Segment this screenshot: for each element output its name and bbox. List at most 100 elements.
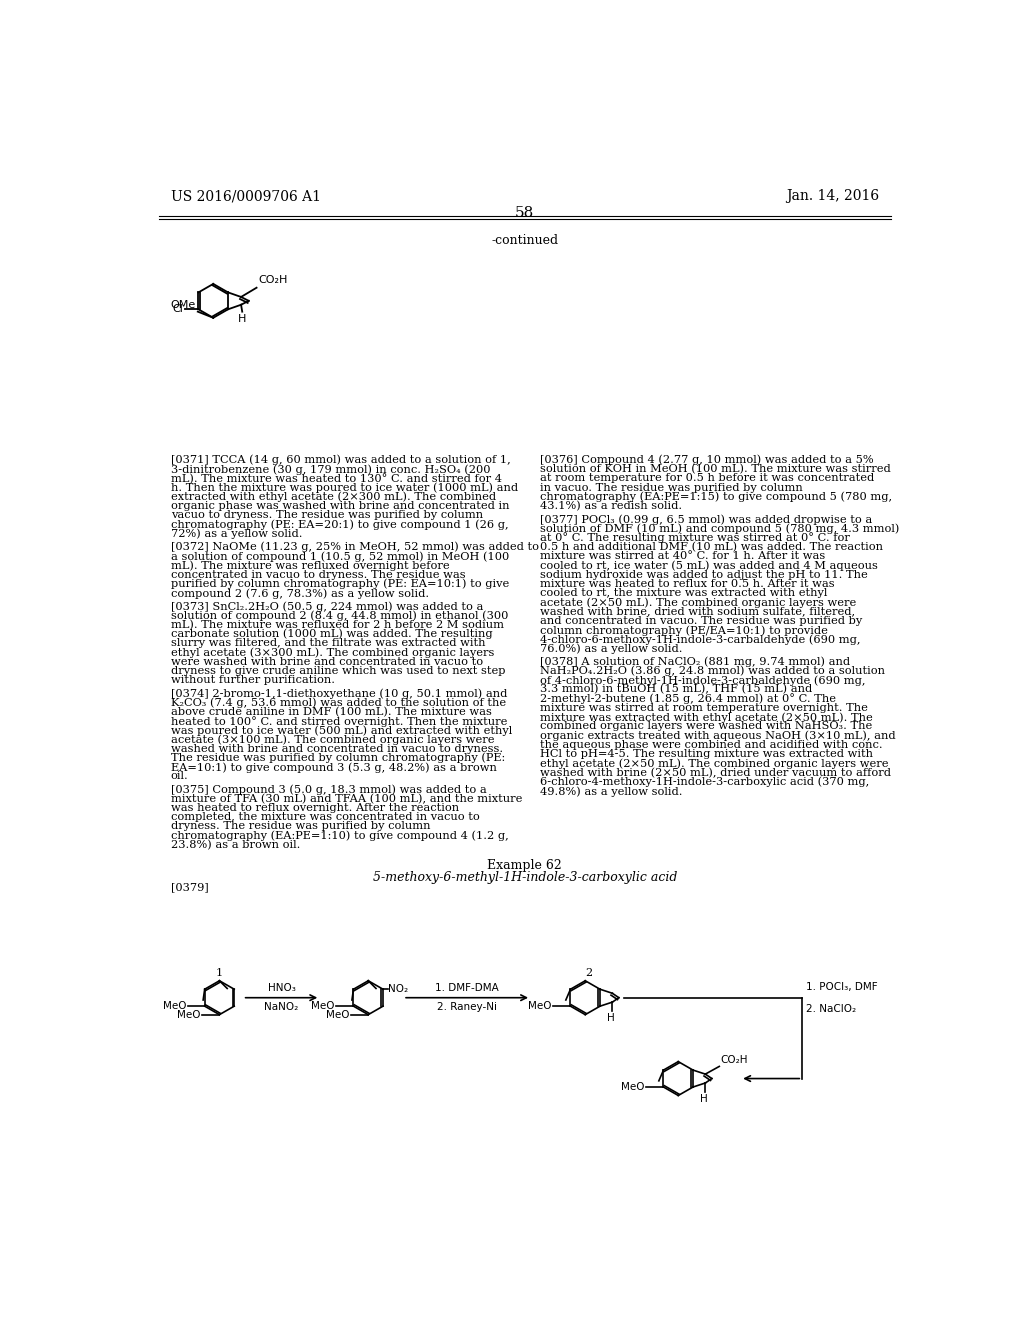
Text: column chromatography (PE/EA=10:1) to provide: column chromatography (PE/EA=10:1) to pr… — [541, 626, 828, 636]
Text: washed with brine and concentrated in vacuo to dryness.: washed with brine and concentrated in va… — [171, 743, 503, 754]
Text: without further purification.: without further purification. — [171, 675, 335, 685]
Text: mixture was extracted with ethyl acetate (2×50 mL). The: mixture was extracted with ethyl acetate… — [541, 711, 873, 722]
Text: H: H — [700, 1094, 708, 1104]
Text: -continued: -continued — [492, 234, 558, 247]
Text: washed with brine (2×50 mL), dried under vacuum to afford: washed with brine (2×50 mL), dried under… — [541, 767, 891, 777]
Text: washed with brine, dried with sodium sulfate, filtered,: washed with brine, dried with sodium sul… — [541, 607, 855, 616]
Text: mL). The mixture was refluxed for 2 h before 2 M sodium: mL). The mixture was refluxed for 2 h be… — [171, 619, 504, 630]
Text: a solution of compound 1 (10.5 g, 52 mmol) in MeOH (100: a solution of compound 1 (10.5 g, 52 mmo… — [171, 552, 509, 562]
Text: MeO: MeO — [327, 1010, 349, 1019]
Text: was heated to reflux overnight. After the reaction: was heated to reflux overnight. After th… — [171, 803, 459, 813]
Text: acetate (3×100 mL). The combined organic layers were: acetate (3×100 mL). The combined organic… — [171, 734, 495, 744]
Text: [0372] NaOMe (11.23 g, 25% in MeOH, 52 mmol) was added to: [0372] NaOMe (11.23 g, 25% in MeOH, 52 m… — [171, 543, 539, 553]
Text: heated to 100° C. and stirred overnight. Then the mixture: heated to 100° C. and stirred overnight.… — [171, 715, 507, 727]
Text: solution of DMF (10 mL) and compound 5 (780 mg, 4.3 mmol): solution of DMF (10 mL) and compound 5 (… — [541, 524, 900, 535]
Text: 1: 1 — [216, 969, 223, 978]
Text: h. Then the mixture was poured to ice water (1000 mL) and: h. Then the mixture was poured to ice wa… — [171, 483, 518, 494]
Text: Jan. 14, 2016: Jan. 14, 2016 — [785, 189, 879, 203]
Text: The residue was purified by column chromatography (PE:: The residue was purified by column chrom… — [171, 752, 505, 763]
Text: ethyl acetate (3×300 mL). The combined organic layers: ethyl acetate (3×300 mL). The combined o… — [171, 647, 494, 657]
Text: [0371] TCCA (14 g, 60 mmol) was added to a solution of 1,: [0371] TCCA (14 g, 60 mmol) was added to… — [171, 455, 510, 466]
Text: EA=10:1) to give compound 3 (5.3 g, 48.2%) as a brown: EA=10:1) to give compound 3 (5.3 g, 48.2… — [171, 762, 497, 772]
Text: H: H — [607, 1012, 614, 1023]
Text: cooled to rt, ice water (5 mL) was added and 4 M aqueous: cooled to rt, ice water (5 mL) was added… — [541, 561, 879, 572]
Text: the aqueous phase were combined and acidified with conc.: the aqueous phase were combined and acid… — [541, 739, 883, 750]
Text: [0373] SnCl₂.2H₂O (50.5 g, 224 mmol) was added to a: [0373] SnCl₂.2H₂O (50.5 g, 224 mmol) was… — [171, 601, 483, 611]
Text: MeO: MeO — [163, 1001, 186, 1011]
Text: NO₂: NO₂ — [388, 985, 409, 994]
Text: 2. NaClO₂: 2. NaClO₂ — [806, 1003, 856, 1014]
Text: chromatography (EA:PE=1:15) to give compound 5 (780 mg,: chromatography (EA:PE=1:15) to give comp… — [541, 492, 893, 503]
Text: H: H — [238, 314, 247, 323]
Text: vacuo to dryness. The residue was purified by column: vacuo to dryness. The residue was purifi… — [171, 511, 482, 520]
Text: HNO₃: HNO₃ — [267, 983, 295, 993]
Text: dryness to give crude aniline which was used to next step: dryness to give crude aniline which was … — [171, 665, 505, 676]
Text: CO₂H: CO₂H — [258, 276, 288, 285]
Text: MeO: MeO — [528, 1001, 552, 1011]
Text: 58: 58 — [515, 206, 535, 220]
Text: OMe: OMe — [170, 300, 196, 310]
Text: 2-methyl-2-butene (1.85 g, 26.4 mmol) at 0° C. The: 2-methyl-2-butene (1.85 g, 26.4 mmol) at… — [541, 693, 837, 705]
Text: 23.8%) as a brown oil.: 23.8%) as a brown oil. — [171, 840, 300, 850]
Text: and concentrated in vacuo. The residue was purified by: and concentrated in vacuo. The residue w… — [541, 615, 862, 626]
Text: at 0° C. The resulting mixture was stirred at 0° C. for: at 0° C. The resulting mixture was stirr… — [541, 533, 850, 544]
Text: [0376] Compound 4 (2.77 g, 10 mmol) was added to a 5%: [0376] Compound 4 (2.77 g, 10 mmol) was … — [541, 455, 873, 466]
Text: 1. POCl₃, DMF: 1. POCl₃, DMF — [806, 982, 878, 991]
Text: acetate (2×50 mL). The combined organic layers were: acetate (2×50 mL). The combined organic … — [541, 598, 856, 609]
Text: 49.8%) as a yellow solid.: 49.8%) as a yellow solid. — [541, 785, 683, 796]
Text: 6-chloro-4-methoxy-1H-indole-3-carboxylic acid (370 mg,: 6-chloro-4-methoxy-1H-indole-3-carboxyli… — [541, 776, 869, 787]
Text: mL). The mixture was refluxed overnight before: mL). The mixture was refluxed overnight … — [171, 561, 450, 572]
Text: K₂CO₃ (7.4 g, 53.6 mmol) was added to the solution of the: K₂CO₃ (7.4 g, 53.6 mmol) was added to th… — [171, 697, 506, 708]
Text: mixture was heated to reflux for 0.5 h. After it was: mixture was heated to reflux for 0.5 h. … — [541, 579, 835, 589]
Text: carbonate solution (1000 mL) was added. The resulting: carbonate solution (1000 mL) was added. … — [171, 628, 493, 639]
Text: solution of KOH in MeOH (100 mL). The mixture was stirred: solution of KOH in MeOH (100 mL). The mi… — [541, 465, 891, 474]
Text: MeO: MeO — [177, 1010, 201, 1019]
Text: 3.3 mmol) in tBuOH (15 mL), THF (15 mL) and: 3.3 mmol) in tBuOH (15 mL), THF (15 mL) … — [541, 684, 813, 694]
Text: 72%) as a yellow solid.: 72%) as a yellow solid. — [171, 529, 302, 540]
Text: chromatography (EA:PE=1:10) to give compound 4 (1.2 g,: chromatography (EA:PE=1:10) to give comp… — [171, 830, 508, 841]
Text: of 4-chloro-6-methyl-1H-indole-3-carbaldehyde (690 mg,: of 4-chloro-6-methyl-1H-indole-3-carbald… — [541, 675, 866, 685]
Text: Example 62: Example 62 — [487, 859, 562, 873]
Text: at room temperature for 0.5 h before it was concentrated: at room temperature for 0.5 h before it … — [541, 474, 874, 483]
Text: [0377] POCl₃ (0.99 g, 6.5 mmol) was added dropwise to a: [0377] POCl₃ (0.99 g, 6.5 mmol) was adde… — [541, 515, 872, 525]
Text: NaH₂PO₄.2H₂O (3.86 g, 24.8 mmol) was added to a solution: NaH₂PO₄.2H₂O (3.86 g, 24.8 mmol) was add… — [541, 665, 886, 676]
Text: HCl to pH=4-5. The resulting mixture was extracted with: HCl to pH=4-5. The resulting mixture was… — [541, 748, 873, 759]
Text: slurry was filtered, and the filtrate was extracted with: slurry was filtered, and the filtrate wa… — [171, 638, 485, 648]
Text: was poured to ice water (500 mL) and extracted with ethyl: was poured to ice water (500 mL) and ext… — [171, 725, 512, 735]
Text: [0374] 2-bromo-1,1-diethoxyethane (10 g, 50.1 mmol) and: [0374] 2-bromo-1,1-diethoxyethane (10 g,… — [171, 688, 507, 698]
Text: above crude aniline in DMF (100 mL). The mixture was: above crude aniline in DMF (100 mL). The… — [171, 706, 492, 717]
Text: [0375] Compound 3 (5.0 g, 18.3 mmol) was added to a: [0375] Compound 3 (5.0 g, 18.3 mmol) was… — [171, 784, 486, 795]
Text: mixture was stirred at room temperature overnight. The: mixture was stirred at room temperature … — [541, 702, 868, 713]
Text: dryness. The residue was purified by column: dryness. The residue was purified by col… — [171, 821, 430, 832]
Text: mixture of TFA (30 mL) and TFAA (100 mL), and the mixture: mixture of TFA (30 mL) and TFAA (100 mL)… — [171, 793, 522, 804]
Text: 3-dinitrobenzene (30 g, 179 mmol) in conc. H₂SO₄ (200: 3-dinitrobenzene (30 g, 179 mmol) in con… — [171, 465, 490, 475]
Text: ethyl acetate (2×50 mL). The combined organic layers were: ethyl acetate (2×50 mL). The combined or… — [541, 758, 889, 768]
Text: MeO: MeO — [311, 1001, 335, 1011]
Text: purified by column chromatography (PE: EA=10:1) to give: purified by column chromatography (PE: E… — [171, 579, 509, 590]
Text: 2. Raney-Ni: 2. Raney-Ni — [437, 1002, 497, 1012]
Text: cooled to rt, the mixture was extracted with ethyl: cooled to rt, the mixture was extracted … — [541, 589, 827, 598]
Text: combined organic layers were washed with NaHSO₃. The: combined organic layers were washed with… — [541, 721, 872, 731]
Text: Cl: Cl — [172, 305, 183, 314]
Text: completed, the mixture was concentrated in vacuo to: completed, the mixture was concentrated … — [171, 812, 479, 822]
Text: in vacuo. The residue was purified by column: in vacuo. The residue was purified by co… — [541, 483, 803, 492]
Text: 2: 2 — [586, 969, 593, 978]
Text: mL). The mixture was heated to 130° C. and stirred for 4: mL). The mixture was heated to 130° C. a… — [171, 474, 502, 484]
Text: [0378] A solution of NaClO₂ (881 mg, 9.74 mmol) and: [0378] A solution of NaClO₂ (881 mg, 9.7… — [541, 656, 850, 667]
Text: MeO: MeO — [622, 1082, 645, 1092]
Text: 43.1%) as a redish solid.: 43.1%) as a redish solid. — [541, 502, 682, 511]
Text: solution of compound 2 (8.4 g, 44.8 mmol) in ethanol (300: solution of compound 2 (8.4 g, 44.8 mmol… — [171, 610, 508, 620]
Text: 4-chloro-6-methoxy-1H-indole-3-carbaldehyde (690 mg,: 4-chloro-6-methoxy-1H-indole-3-carbaldeh… — [541, 635, 861, 645]
Text: mixture was stirred at 40° C. for 1 h. After it was: mixture was stirred at 40° C. for 1 h. A… — [541, 552, 825, 561]
Text: US 2016/0009706 A1: US 2016/0009706 A1 — [171, 189, 321, 203]
Text: 5-methoxy-6-methyl-1H-indole-3-carboxylic acid: 5-methoxy-6-methyl-1H-indole-3-carboxyli… — [373, 871, 677, 883]
Text: 76.0%) as a yellow solid.: 76.0%) as a yellow solid. — [541, 644, 683, 655]
Text: [0379]: [0379] — [171, 882, 208, 892]
Text: chromatography (PE: EA=20:1) to give compound 1 (26 g,: chromatography (PE: EA=20:1) to give com… — [171, 520, 508, 531]
Text: organic phase was washed with brine and concentrated in: organic phase was washed with brine and … — [171, 502, 509, 511]
Text: compound 2 (7.6 g, 78.3%) as a yellow solid.: compound 2 (7.6 g, 78.3%) as a yellow so… — [171, 589, 429, 599]
Text: CO₂H: CO₂H — [721, 1055, 749, 1065]
Text: organic extracts treated with aqueous NaOH (3×10 mL), and: organic extracts treated with aqueous Na… — [541, 730, 896, 741]
Text: NaNO₂: NaNO₂ — [264, 1002, 299, 1012]
Text: were washed with brine and concentrated in vacuo to: were washed with brine and concentrated … — [171, 656, 482, 667]
